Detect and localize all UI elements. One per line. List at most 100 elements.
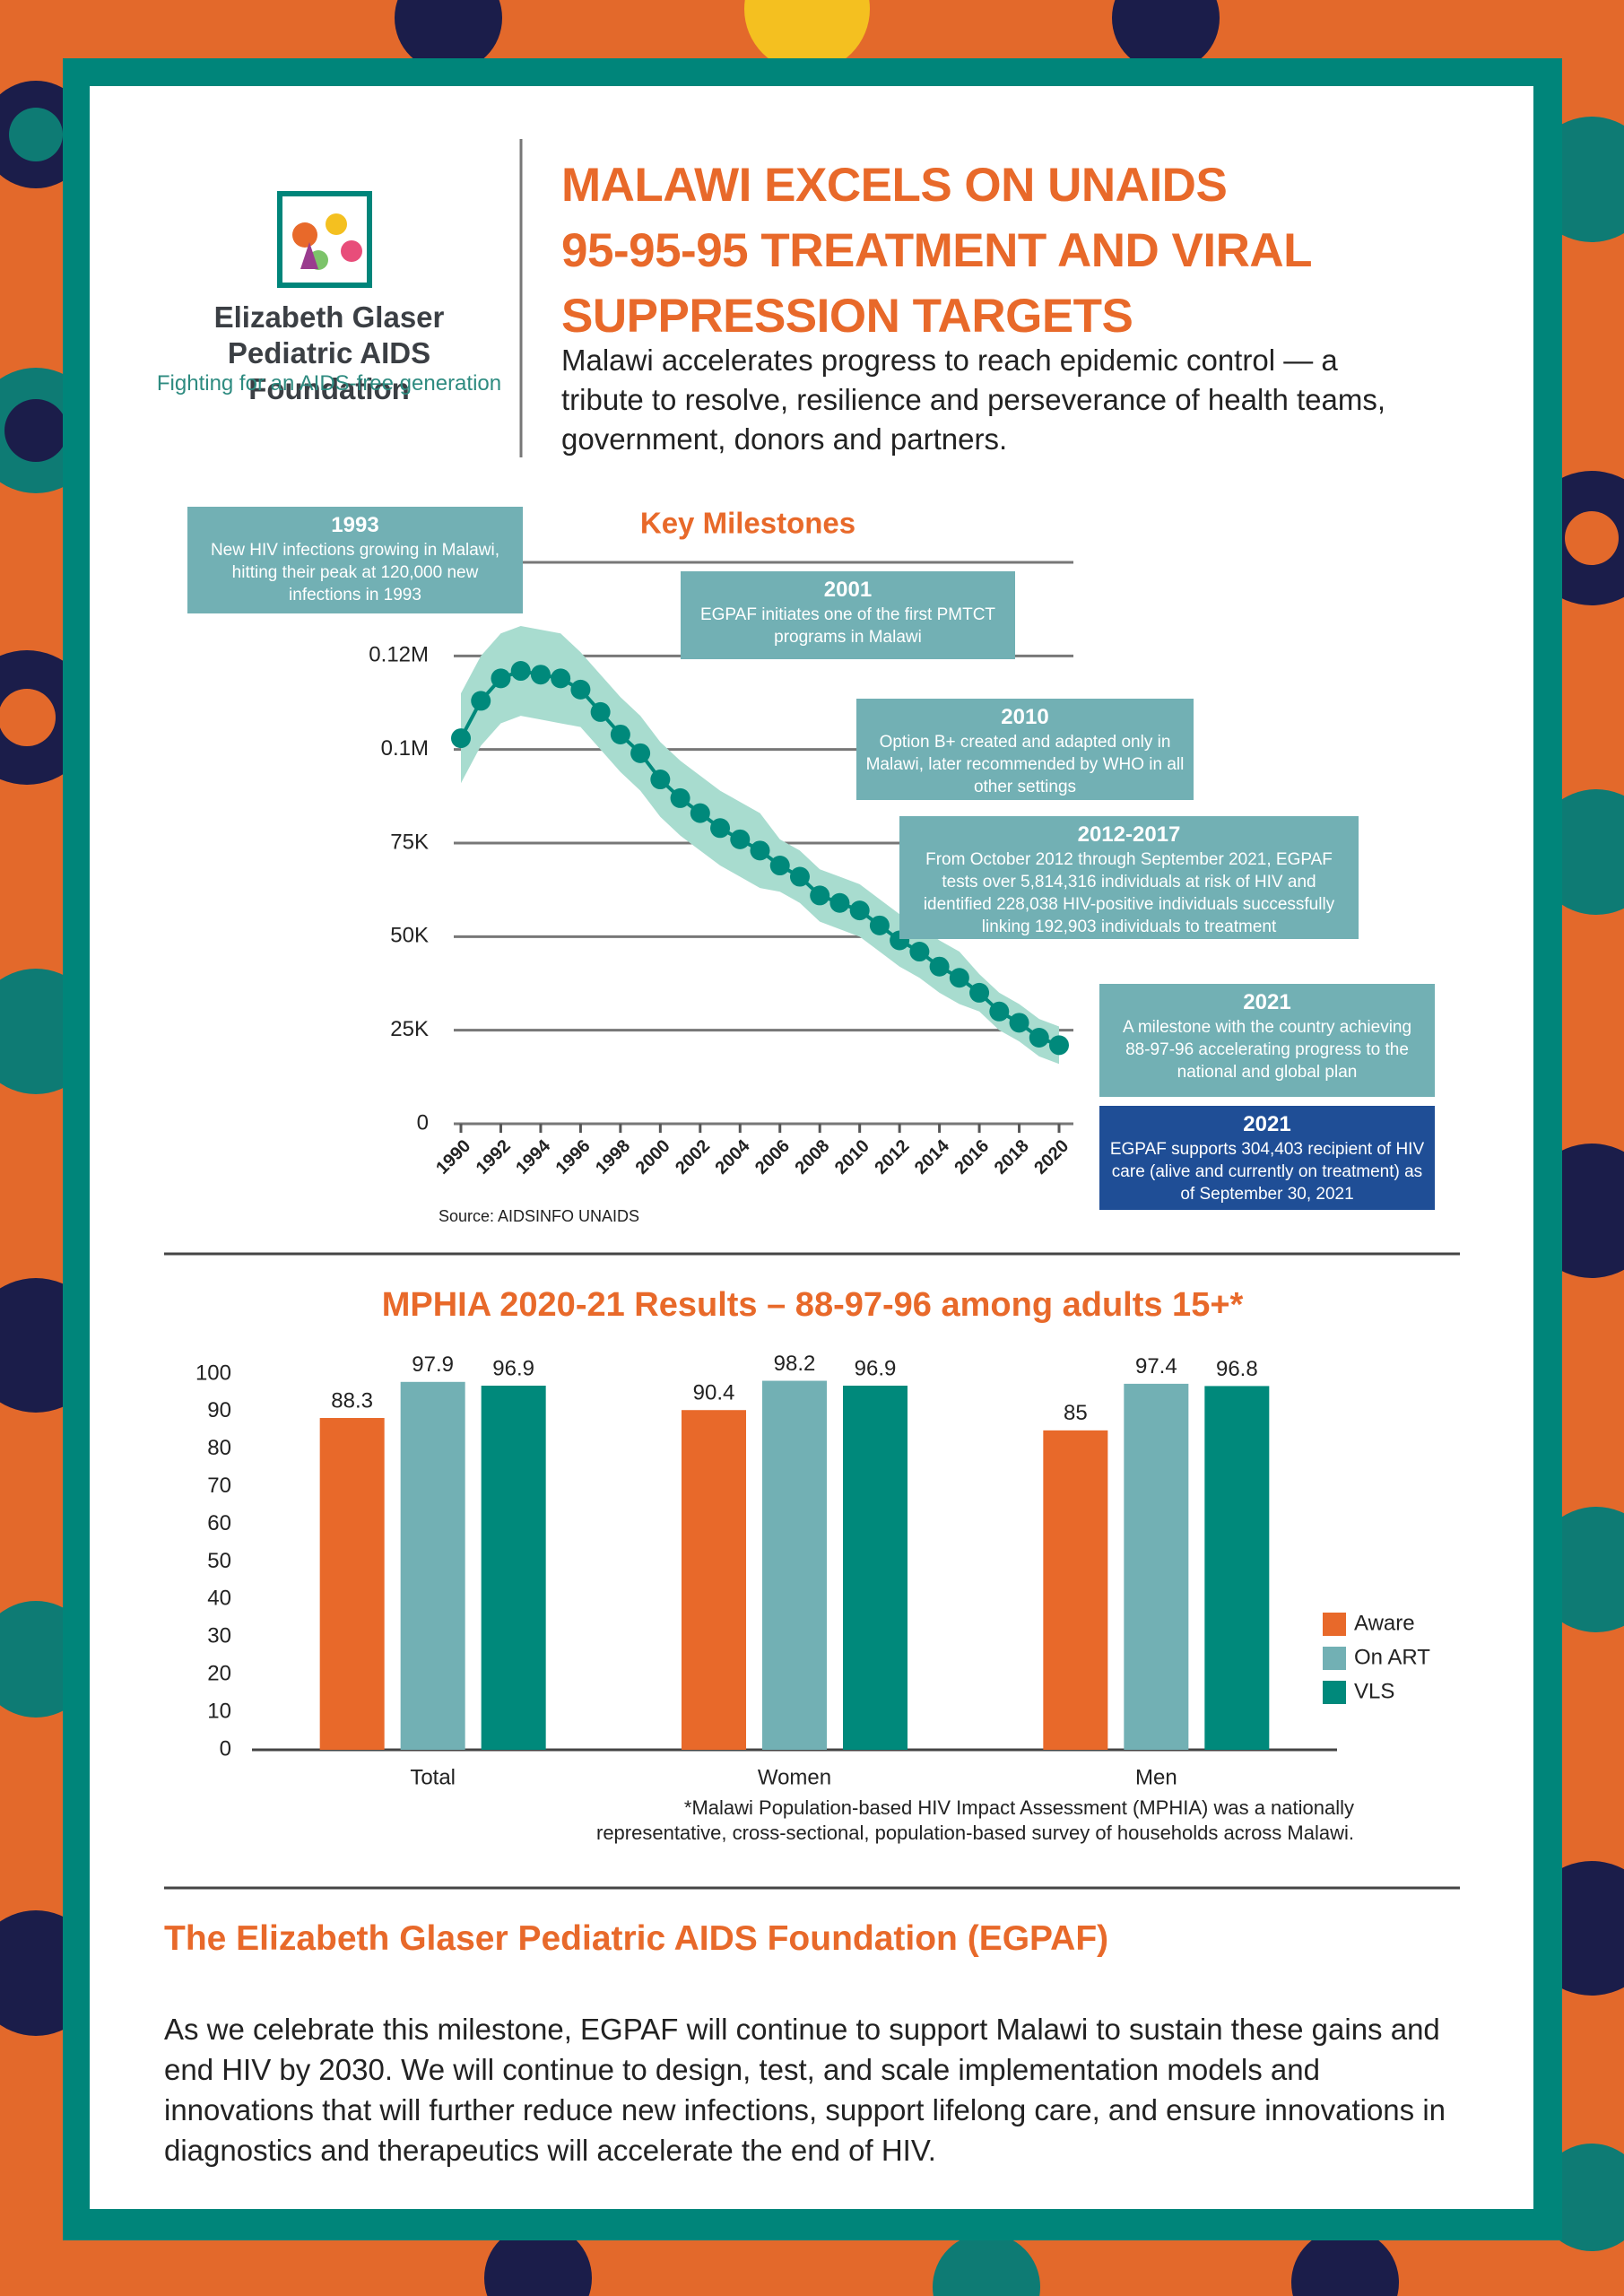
y-tick-label: 80 [207, 1436, 231, 1460]
point [929, 956, 950, 977]
chart-title: Key Milestones [640, 507, 855, 540]
bar [400, 1381, 465, 1750]
annotation-title: 2012-2017 [1077, 822, 1181, 847]
point [750, 840, 770, 861]
annotation-text: From October 2012 through September 2021… [923, 850, 1335, 936]
legend-swatch [1323, 1647, 1346, 1670]
section-text: As we celebrate this milestone, EGPAF wi… [164, 2013, 1446, 2167]
point [810, 885, 830, 906]
annotation: 2010 Option B+ created and adapted only i… [856, 699, 1194, 800]
y-tick-label: 75K [390, 830, 429, 854]
point [471, 691, 491, 711]
x-tick-label: Women [758, 1765, 831, 1789]
point [829, 892, 850, 913]
bar [319, 1418, 385, 1750]
point [1049, 1035, 1069, 1056]
point [491, 668, 511, 689]
annotation-text: EGPAF initiates one of the first PMTCT p… [699, 605, 996, 647]
point [949, 968, 969, 988]
point [610, 724, 630, 744]
source: Source: AIDSINFO UNAIDS [439, 1207, 639, 1225]
bar [1204, 1386, 1270, 1750]
y-tick-label: 10 [207, 1699, 231, 1723]
logo-name: Elizabeth Glaser [213, 300, 445, 334]
y-tick-label: 50K [390, 924, 429, 948]
bar [481, 1385, 546, 1750]
point [551, 668, 571, 689]
chart-title: MPHIA 2020-21 Results – 88-97-96 among a… [382, 1286, 1244, 1324]
annotation-title: 1993 [331, 513, 379, 537]
point [530, 665, 551, 685]
y-tick-label: 60 [207, 1511, 231, 1535]
x-tick-label: Total [410, 1765, 456, 1789]
value-label: 98.2 [774, 1352, 816, 1376]
footnote: representative, cross-sectional, populat… [596, 1822, 1354, 1844]
y-tick-label: 70 [207, 1474, 231, 1498]
value-label: 90.4 [693, 1381, 735, 1405]
y-tick-label: 0 [220, 1736, 231, 1761]
value-label: 97.9 [412, 1352, 454, 1377]
point [510, 661, 531, 682]
point [730, 829, 751, 849]
annotation: 2021 A milestone with the country achievi… [1099, 984, 1435, 1097]
point [670, 787, 690, 808]
point [1009, 1013, 1029, 1033]
point [849, 900, 870, 921]
point [869, 915, 890, 935]
logo-icon [277, 191, 372, 288]
legend-label: Aware [1354, 1611, 1415, 1635]
legend-label: On ART [1354, 1645, 1430, 1669]
title: 95-95-95 TREATMENT AND VIRAL [561, 224, 1313, 277]
point [650, 770, 671, 790]
point [769, 856, 790, 876]
value-label: 96.9 [855, 1356, 897, 1380]
bar [762, 1380, 827, 1750]
legend-swatch [1323, 1613, 1346, 1636]
subtitle: Malawi accelerates progress to reach epi… [561, 344, 1386, 456]
legend-label: VLS [1354, 1679, 1394, 1703]
value-label: 88.3 [331, 1388, 373, 1413]
annotation-text: EGPAF supports 304,403 recipient of HIV … [1109, 1140, 1425, 1204]
point [969, 982, 990, 1003]
point [630, 743, 651, 763]
y-tick-label: 100 [195, 1361, 231, 1385]
y-tick-label: 0 [417, 1110, 429, 1135]
annotation-text: Option B+ created and adapted only in Ma… [865, 733, 1185, 796]
title: MALAWI EXCELS ON UNAIDS [561, 159, 1228, 212]
value-label: 97.4 [1135, 1354, 1177, 1378]
section-heading: The Elizabeth Glaser Pediatric AIDS Foun… [164, 1919, 1109, 1958]
annotation: 2001 EGPAF initiates one of the first PMT… [681, 571, 1015, 659]
footnote: *Malawi Population-based HIV Impact Asse… [683, 1796, 1354, 1819]
point [909, 942, 930, 962]
logo-name: Pediatric AIDS Foundation [227, 336, 431, 405]
y-tick-label: 30 [207, 1624, 231, 1648]
y-tick-label: 50 [207, 1549, 231, 1573]
bar [1124, 1383, 1189, 1750]
point [789, 866, 810, 887]
y-tick-label: 25K [390, 1017, 429, 1041]
annotation-title: 2021 [1243, 990, 1291, 1014]
point [710, 818, 731, 839]
bar [843, 1385, 908, 1750]
y-tick-label: 90 [207, 1398, 231, 1422]
y-tick-label: 0.1M [381, 736, 429, 761]
logo-tagline: Fighting for an AIDS-free generation [156, 371, 502, 396]
y-tick-label: 20 [207, 1662, 231, 1686]
bar [1043, 1430, 1108, 1750]
annotation-text: A milestone with the country achieving 8… [1122, 1018, 1412, 1082]
value-label: 85 [1064, 1401, 1088, 1425]
point [989, 1001, 1010, 1022]
legend-swatch [1323, 1681, 1346, 1704]
annotation-title: 2021 [1243, 1112, 1291, 1136]
annotation: 2012-2017 From October 2012 through Septe… [899, 816, 1359, 939]
point [570, 679, 591, 700]
value-label: 96.9 [492, 1356, 534, 1380]
point [451, 728, 471, 749]
y-tick-label: 0.12M [369, 643, 429, 667]
point [690, 803, 710, 823]
annotation: 1993 New HIV infections growing in Malawi… [187, 507, 523, 613]
point [590, 701, 611, 722]
annotation-title: 2001 [823, 578, 873, 602]
